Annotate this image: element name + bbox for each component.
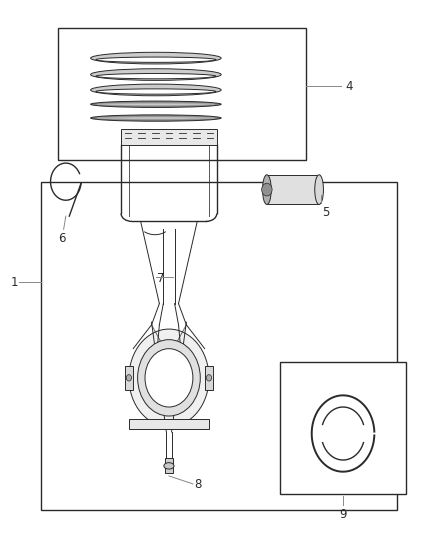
Bar [58, 28, 306, 160]
Bar [129, 419, 209, 429]
Ellipse shape [96, 74, 216, 79]
Circle shape [138, 340, 200, 416]
Text: 1: 1 [11, 276, 18, 289]
Ellipse shape [91, 69, 221, 80]
Bar [267, 175, 319, 205]
Ellipse shape [97, 117, 215, 119]
Ellipse shape [91, 84, 221, 96]
Circle shape [261, 183, 272, 196]
Text: 7: 7 [157, 272, 165, 285]
Ellipse shape [164, 463, 174, 469]
Bar [124, 366, 133, 390]
Bar [41, 182, 397, 511]
Circle shape [126, 375, 131, 381]
Text: 8: 8 [194, 479, 201, 491]
Bar [165, 458, 173, 473]
Ellipse shape [97, 103, 215, 106]
Ellipse shape [315, 175, 323, 205]
Text: 5: 5 [322, 206, 330, 219]
Text: 4: 4 [345, 80, 353, 93]
Bar [205, 366, 213, 390]
Text: 9: 9 [339, 508, 347, 521]
Bar [121, 128, 217, 144]
Ellipse shape [91, 115, 221, 121]
Circle shape [145, 349, 193, 407]
Circle shape [129, 329, 209, 426]
Ellipse shape [96, 89, 216, 94]
Ellipse shape [91, 52, 221, 64]
Ellipse shape [96, 57, 216, 62]
Ellipse shape [91, 101, 221, 108]
Text: 6: 6 [58, 232, 65, 245]
Circle shape [206, 375, 212, 381]
Bar [280, 362, 406, 495]
Ellipse shape [262, 175, 271, 205]
